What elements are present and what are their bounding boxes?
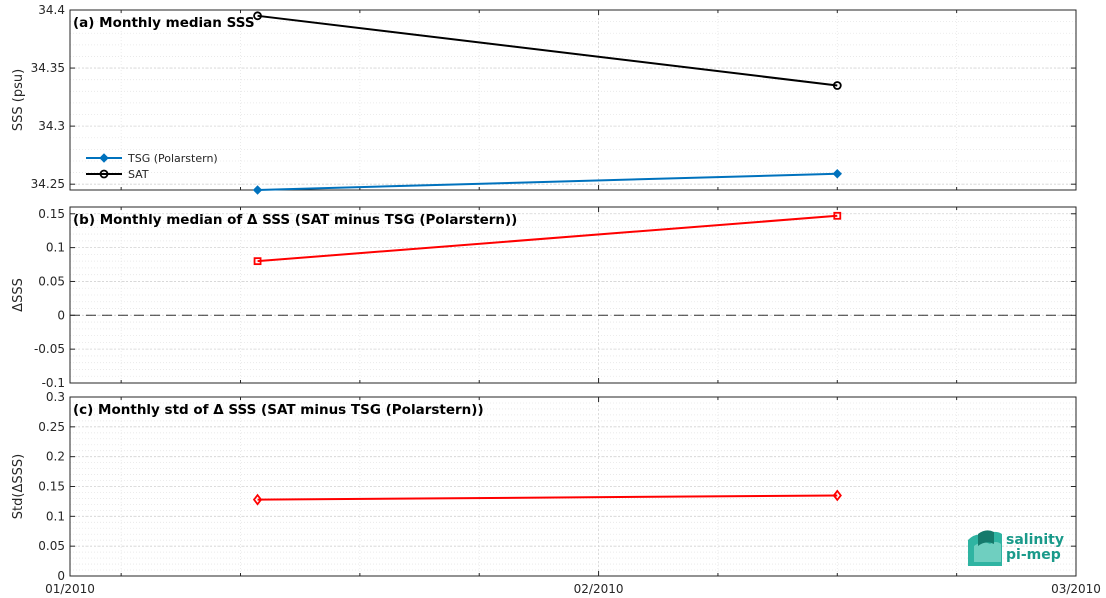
y-axis-label: ΔSSS (11, 278, 26, 312)
y-tick-label: 0.15 (38, 207, 65, 221)
y-tick-label: -0.05 (34, 342, 65, 356)
y-tick-label: 0.1 (46, 241, 65, 255)
legend-label: SAT (128, 168, 149, 181)
y-tick-label: 0 (57, 308, 65, 322)
axes-box (69, 9, 1077, 191)
panel-title: (c) Monthly std of Δ SSS (SAT minus TSG … (73, 402, 484, 418)
data-point (252, 185, 263, 195)
legend-label: TSG (Polarstern) (127, 152, 218, 165)
data-point (832, 81, 842, 90)
y-axis-label: Std(ΔSSS) (11, 454, 26, 519)
data-point (832, 169, 842, 179)
salinity-pimep-logo: salinity pi-mep (968, 530, 1064, 566)
y-tick-label: -0.1 (42, 376, 65, 390)
y-tick-label: 34.4 (38, 3, 65, 17)
axes-box (69, 206, 1077, 384)
data-point (99, 153, 109, 163)
panel-title: (b) Monthly median of Δ SSS (SAT minus T… (73, 212, 517, 228)
data-point (252, 493, 263, 506)
y-tick-label: 0.05 (38, 274, 65, 288)
y-axis-label: SSS (psu) (11, 69, 26, 131)
y-tick-label: 34.3 (38, 119, 65, 133)
data-point (833, 211, 842, 220)
data-point (253, 257, 262, 266)
y-tick-label: 0.25 (38, 420, 65, 434)
logo-text-pimep: pi-mep (1006, 547, 1061, 563)
series-line (257, 214, 838, 263)
y-tick-label: 0 (57, 569, 65, 583)
y-tick-label: 0.15 (38, 480, 65, 494)
x-tick-label: 02/2010 (574, 582, 624, 596)
series-line (257, 494, 838, 501)
x-axis-labels: 01/2010 02/2010 03/2010 (45, 582, 1101, 596)
panel-title: (a) Monthly median SSS (73, 15, 255, 31)
data-point (253, 11, 262, 21)
x-tick-label: 03/2010 (1051, 582, 1101, 596)
data-point (99, 169, 109, 179)
data-point (832, 489, 842, 502)
logo-wave-icon-2 (974, 542, 1001, 562)
panel-c: 0 0.05 0.1 0.15 0.2 0.25 0.3 Std(ΔSSS) (c) Month… (11, 390, 1077, 583)
y-tick-label: 34.35 (31, 61, 65, 75)
y-tick-label: 34.25 (31, 177, 65, 191)
y-tick-label: 0.1 (46, 509, 65, 523)
panel-a: 34.25 34.3 34.35 34.4 SSS (psu) (a) Monthly m… (11, 3, 1077, 195)
y-tick-label: 0.2 (46, 450, 65, 464)
logo-text-salinity: salinity (1006, 532, 1064, 548)
x-tick-label: 01/2010 (45, 582, 95, 596)
series-line (257, 172, 838, 191)
panel-b: -0.1 -0.05 0 0.05 0.1 0.15 ΔSSS (b) Monthly med… (11, 206, 1077, 390)
y-tick-label: 0.3 (46, 390, 65, 404)
logo-wave-icon-3 (978, 530, 994, 546)
series-line (257, 14, 838, 87)
y-tick-label: 0.05 (38, 539, 65, 553)
